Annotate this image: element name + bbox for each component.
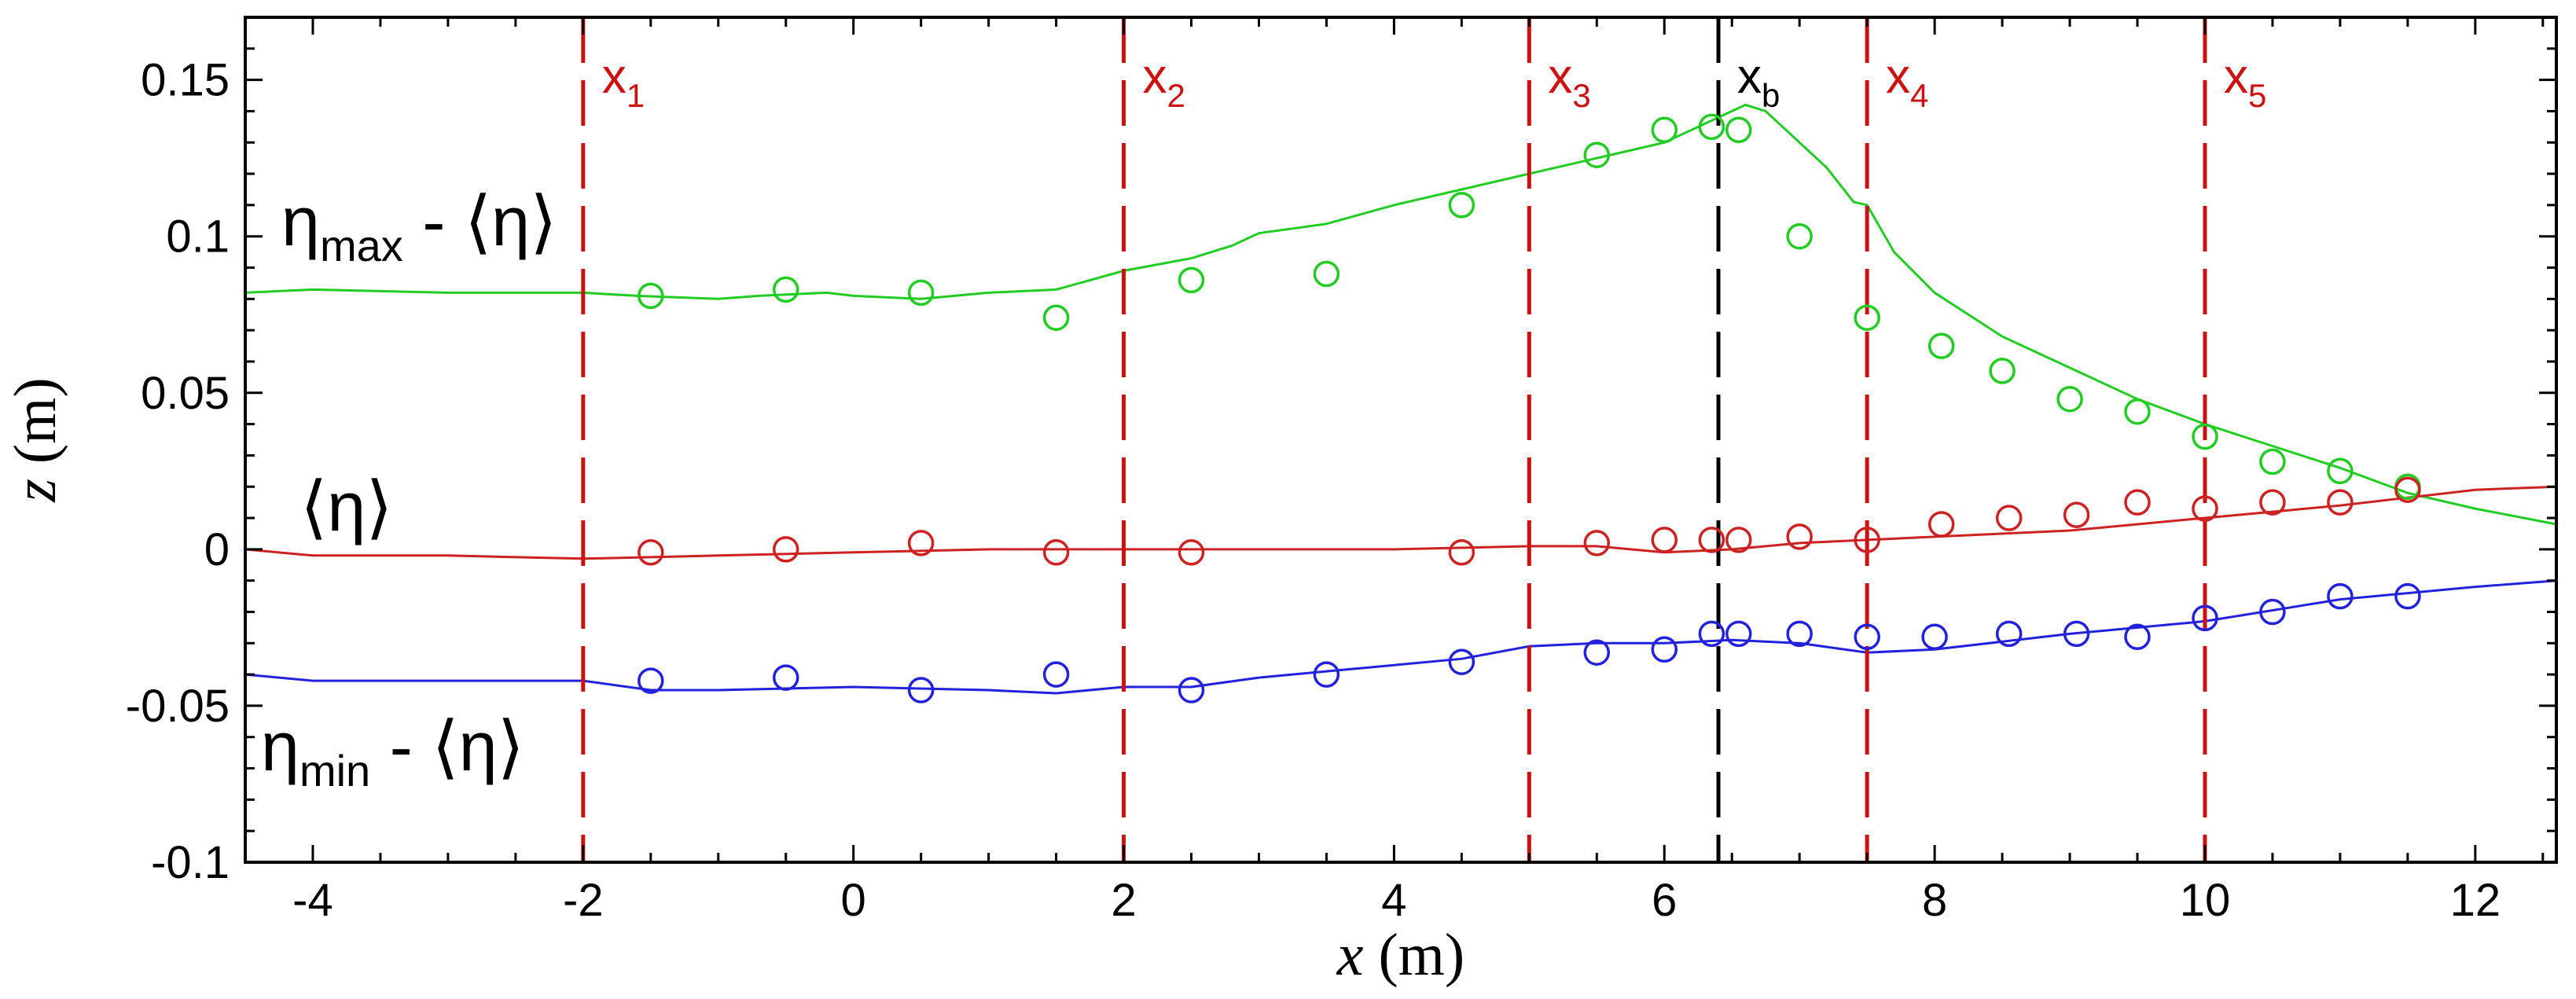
data-point-s1-1 bbox=[772, 536, 799, 563]
data-point-s1-15 bbox=[2124, 489, 2151, 516]
data-point-s2-2 bbox=[907, 677, 935, 703]
series-line-0 bbox=[244, 103, 2557, 526]
y-tick-label: 0.1 bbox=[166, 211, 230, 263]
vertical-marker-label-4: x4 bbox=[1886, 50, 1928, 114]
data-point-s2-8 bbox=[1651, 636, 1678, 663]
y-tick-label: 0 bbox=[204, 524, 230, 575]
x-tick-label: 10 bbox=[2180, 875, 2231, 926]
data-point-s2-17 bbox=[2192, 604, 2218, 632]
series-line-2 bbox=[244, 579, 2557, 695]
data-point-s1-18 bbox=[2327, 489, 2354, 516]
data-point-s1-3 bbox=[1042, 539, 1070, 566]
data-point-s2-11 bbox=[1786, 620, 1813, 648]
x-tick-label: 12 bbox=[2450, 875, 2501, 926]
data-point-s0-19 bbox=[2327, 457, 2354, 485]
x-tick-label: 4 bbox=[1381, 875, 1406, 926]
data-point-s0-10 bbox=[1725, 116, 1752, 144]
data-point-s1-4 bbox=[1178, 539, 1205, 566]
x-tick-label: 0 bbox=[841, 875, 866, 926]
data-point-s2-15 bbox=[2063, 620, 2090, 648]
data-point-s2-4 bbox=[1178, 677, 1205, 703]
data-point-s0-8 bbox=[1651, 116, 1678, 144]
data-point-s0-3 bbox=[1042, 304, 1070, 331]
data-point-s2-18 bbox=[2259, 598, 2286, 626]
y-tick-label: 0.15 bbox=[141, 55, 230, 106]
data-point-s1-19 bbox=[2394, 476, 2421, 503]
data-point-s1-11 bbox=[1854, 527, 1880, 553]
data-point-s0-2 bbox=[907, 279, 935, 307]
data-point-s0-1 bbox=[772, 276, 799, 303]
data-point-s0-14 bbox=[1989, 358, 2016, 384]
x-axis-title: x (m) bbox=[1336, 922, 1464, 988]
vertical-marker-label-5: x5 bbox=[2224, 50, 2266, 114]
x-tick-label: 2 bbox=[1111, 875, 1136, 926]
data-point-s1-0 bbox=[638, 539, 664, 566]
data-point-s2-12 bbox=[1854, 623, 1880, 651]
data-point-s2-20 bbox=[2394, 582, 2421, 610]
data-point-s2-5 bbox=[1313, 661, 1340, 688]
data-point-s0-11 bbox=[1786, 222, 1813, 250]
data-point-s1-17 bbox=[2259, 489, 2286, 516]
series-line-1 bbox=[244, 485, 2557, 560]
data-point-s0-17 bbox=[2192, 423, 2218, 450]
y-tick-label: -0.05 bbox=[126, 681, 230, 732]
data-point-s1-12 bbox=[1927, 511, 1955, 538]
vertical-marker-label-3: x3 bbox=[1548, 50, 1590, 114]
y-tick-label: -0.1 bbox=[151, 837, 230, 888]
data-point-s0-4 bbox=[1178, 266, 1205, 294]
data-point-s0-7 bbox=[1583, 141, 1611, 168]
data-point-s1-14 bbox=[2063, 501, 2090, 528]
data-point-s0-15 bbox=[2056, 385, 2083, 413]
plot-markers: x1 x2 x3 xb x4 x5 bbox=[581, 17, 2266, 862]
data-point-s1-8 bbox=[1698, 527, 1725, 553]
plot-lines bbox=[244, 103, 2557, 695]
plot-frame bbox=[244, 16, 2558, 864]
data-point-s2-10 bbox=[1725, 620, 1752, 648]
y-axis-title: z (m) bbox=[2, 377, 68, 502]
plot-points bbox=[638, 113, 2421, 703]
data-point-s0-0 bbox=[638, 282, 664, 310]
data-point-s1-16 bbox=[2192, 495, 2218, 522]
vertical-marker-label-2: x2 bbox=[1143, 50, 1185, 114]
data-point-s1-6 bbox=[1583, 530, 1611, 556]
data-point-s2-7 bbox=[1583, 639, 1611, 666]
data-point-s2-16 bbox=[2124, 623, 2151, 651]
data-point-s2-13 bbox=[1921, 623, 1948, 651]
series-label-1: ⟨η⟩ bbox=[300, 468, 393, 545]
data-point-s2-6 bbox=[1448, 648, 1475, 675]
series-labels: ηmax - ⟨η⟩ ⟨η⟩ ηmin - ⟨η⟩ bbox=[261, 182, 557, 795]
data-point-s2-14 bbox=[1995, 620, 2023, 648]
data-point-s2-1 bbox=[772, 664, 799, 691]
x-tick-label: -4 bbox=[292, 875, 333, 926]
data-point-s0-13 bbox=[1927, 332, 1955, 359]
data-point-s2-9 bbox=[1698, 620, 1725, 648]
y-ticks: -0.1 -0.05 0 0.05 0.1 0.15 bbox=[126, 16, 2556, 888]
x-tick-label: -2 bbox=[563, 875, 604, 926]
vertical-marker-label-1: x1 bbox=[602, 50, 645, 114]
data-point-s1-2 bbox=[907, 530, 935, 556]
data-point-s1-5 bbox=[1448, 539, 1475, 566]
data-point-s1-7 bbox=[1651, 527, 1678, 553]
data-point-s2-0 bbox=[638, 667, 664, 694]
data-point-s1-10 bbox=[1786, 523, 1813, 550]
series-label-2: ηmin - ⟨η⟩ bbox=[261, 707, 524, 795]
y-tick-label: 0.05 bbox=[141, 368, 230, 419]
data-point-s0-6 bbox=[1448, 192, 1475, 219]
x-ticks: -4 -2 0 2 4 6 8 10 12 bbox=[244, 17, 2545, 926]
data-point-s1-13 bbox=[1995, 505, 2023, 531]
x-tick-label: 8 bbox=[1922, 875, 1947, 926]
data-point-s0-9 bbox=[1698, 113, 1725, 141]
x-tick-label: 6 bbox=[1652, 875, 1677, 926]
data-point-s0-5 bbox=[1313, 260, 1340, 288]
data-point-s2-3 bbox=[1042, 661, 1070, 688]
data-point-s2-19 bbox=[2327, 582, 2354, 610]
data-point-s0-18 bbox=[2259, 448, 2286, 476]
data-point-s1-9 bbox=[1725, 527, 1752, 553]
data-point-s0-12 bbox=[1854, 304, 1880, 331]
data-point-s0-16 bbox=[2124, 398, 2151, 425]
vertical-marker-label-b: xb bbox=[1737, 50, 1780, 114]
series-label-0: ηmax - ⟨η⟩ bbox=[281, 182, 557, 270]
